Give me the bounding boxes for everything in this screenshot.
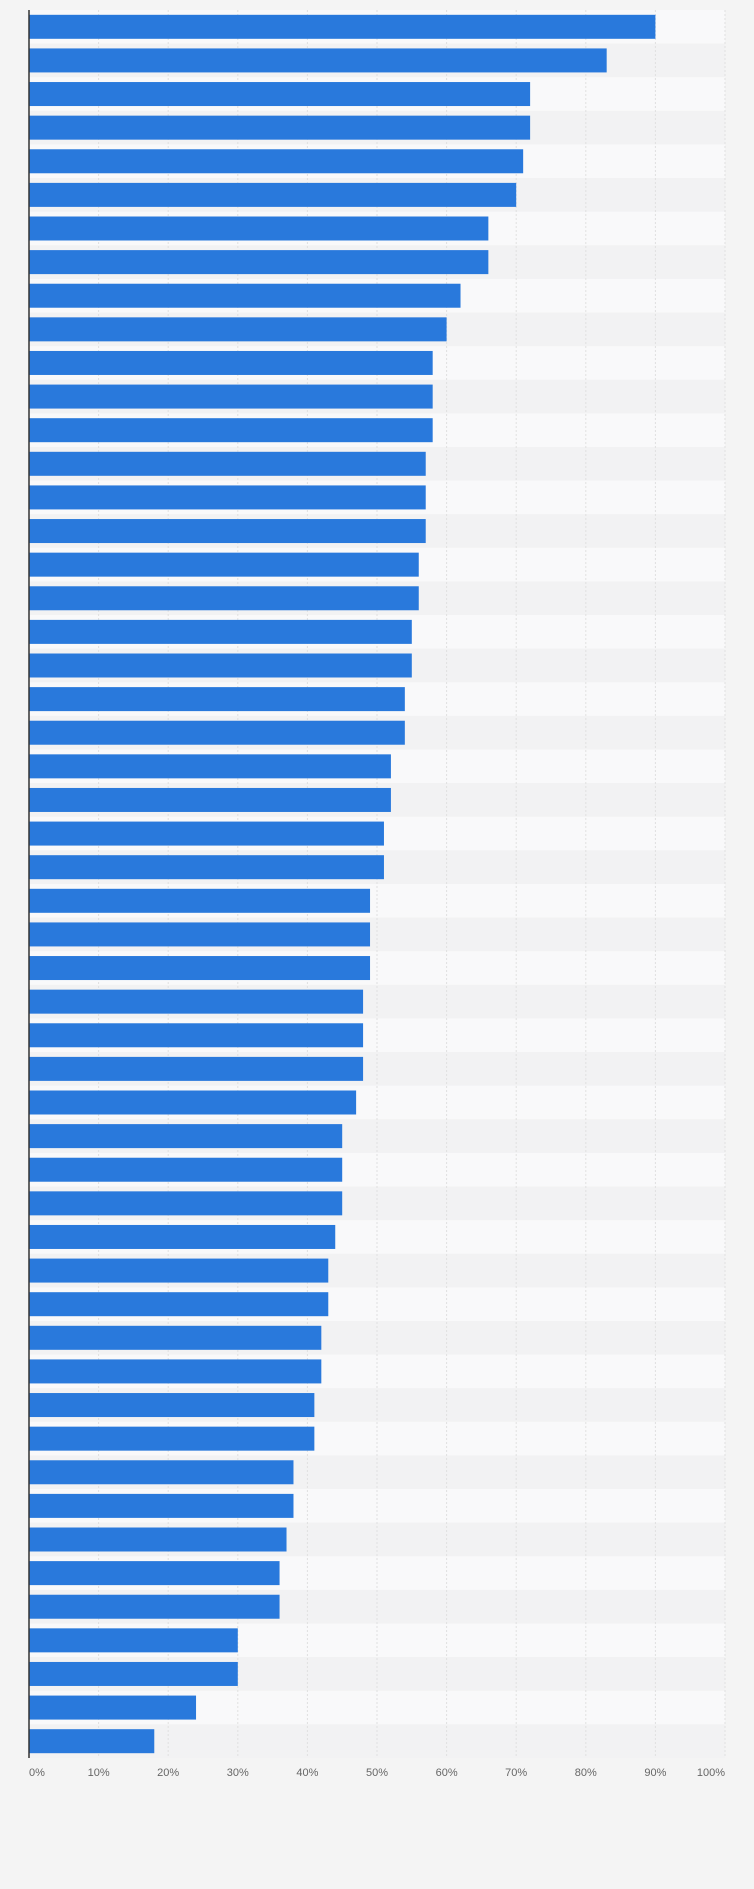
bar[interactable] (29, 653, 412, 678)
x-tick-label: 0% (29, 1767, 45, 1779)
bar[interactable] (29, 216, 489, 241)
x-tick-label: 100% (697, 1767, 725, 1779)
x-tick-label: 20% (157, 1767, 179, 1779)
bar[interactable] (29, 14, 656, 39)
bar[interactable] (29, 149, 524, 174)
x-axis-ticks: 0% 10% 20% 30% 40% 50% 60% 70% 80% 90% 100% (29, 1767, 725, 1779)
bar[interactable] (29, 888, 371, 913)
bar[interactable] (29, 115, 531, 140)
bar[interactable] (29, 1460, 294, 1485)
bar[interactable] (29, 350, 433, 375)
bar[interactable] (29, 1359, 322, 1384)
bar[interactable] (29, 787, 391, 812)
bar[interactable] (29, 1090, 357, 1115)
bar[interactable] (29, 48, 607, 73)
bar[interactable] (29, 418, 433, 443)
bar[interactable] (29, 485, 426, 510)
bar[interactable] (29, 1023, 364, 1048)
bar[interactable] (29, 250, 489, 275)
x-tick-label: 60% (436, 1767, 458, 1779)
bar[interactable] (29, 1191, 343, 1216)
bar[interactable] (29, 922, 371, 947)
bar[interactable] (29, 1527, 287, 1552)
bar[interactable] (29, 1393, 315, 1418)
bar[interactable] (29, 1493, 294, 1518)
bar[interactable] (29, 1561, 280, 1586)
bar[interactable] (29, 586, 419, 611)
x-tick-label: 80% (575, 1767, 597, 1779)
bar[interactable] (29, 519, 426, 544)
bar[interactable] (29, 1056, 364, 1081)
bar[interactable] (29, 182, 517, 207)
bar[interactable] (29, 451, 426, 476)
bar[interactable] (29, 1695, 197, 1720)
x-tick-label: 50% (366, 1767, 388, 1779)
x-tick-label: 10% (88, 1767, 110, 1779)
bar[interactable] (29, 384, 433, 409)
bar[interactable] (29, 1594, 280, 1619)
bar[interactable] (29, 1729, 155, 1754)
bar[interactable] (29, 1325, 322, 1350)
bar[interactable] (29, 82, 531, 107)
bar[interactable] (29, 1124, 343, 1149)
bar[interactable] (29, 754, 391, 779)
bar[interactable] (29, 821, 384, 846)
x-tick-label: 90% (644, 1767, 666, 1779)
bar[interactable] (29, 317, 447, 342)
bar[interactable] (29, 283, 461, 308)
bar[interactable] (29, 989, 364, 1014)
bar[interactable] (29, 855, 384, 880)
bars (29, 14, 656, 1754)
bar[interactable] (29, 1661, 238, 1686)
bar[interactable] (29, 619, 412, 644)
x-tick-label: 40% (296, 1767, 318, 1779)
x-tick-label: 70% (505, 1767, 527, 1779)
bar[interactable] (29, 1426, 315, 1451)
bar[interactable] (29, 1157, 343, 1182)
bar[interactable] (29, 552, 419, 577)
bar[interactable] (29, 1292, 329, 1317)
x-tick-label: 30% (227, 1767, 249, 1779)
bar[interactable] (29, 1628, 238, 1653)
bar[interactable] (29, 687, 405, 712)
bar[interactable] (29, 1224, 336, 1249)
bar[interactable] (29, 720, 405, 745)
bar[interactable] (29, 1258, 329, 1283)
bar[interactable] (29, 956, 371, 981)
